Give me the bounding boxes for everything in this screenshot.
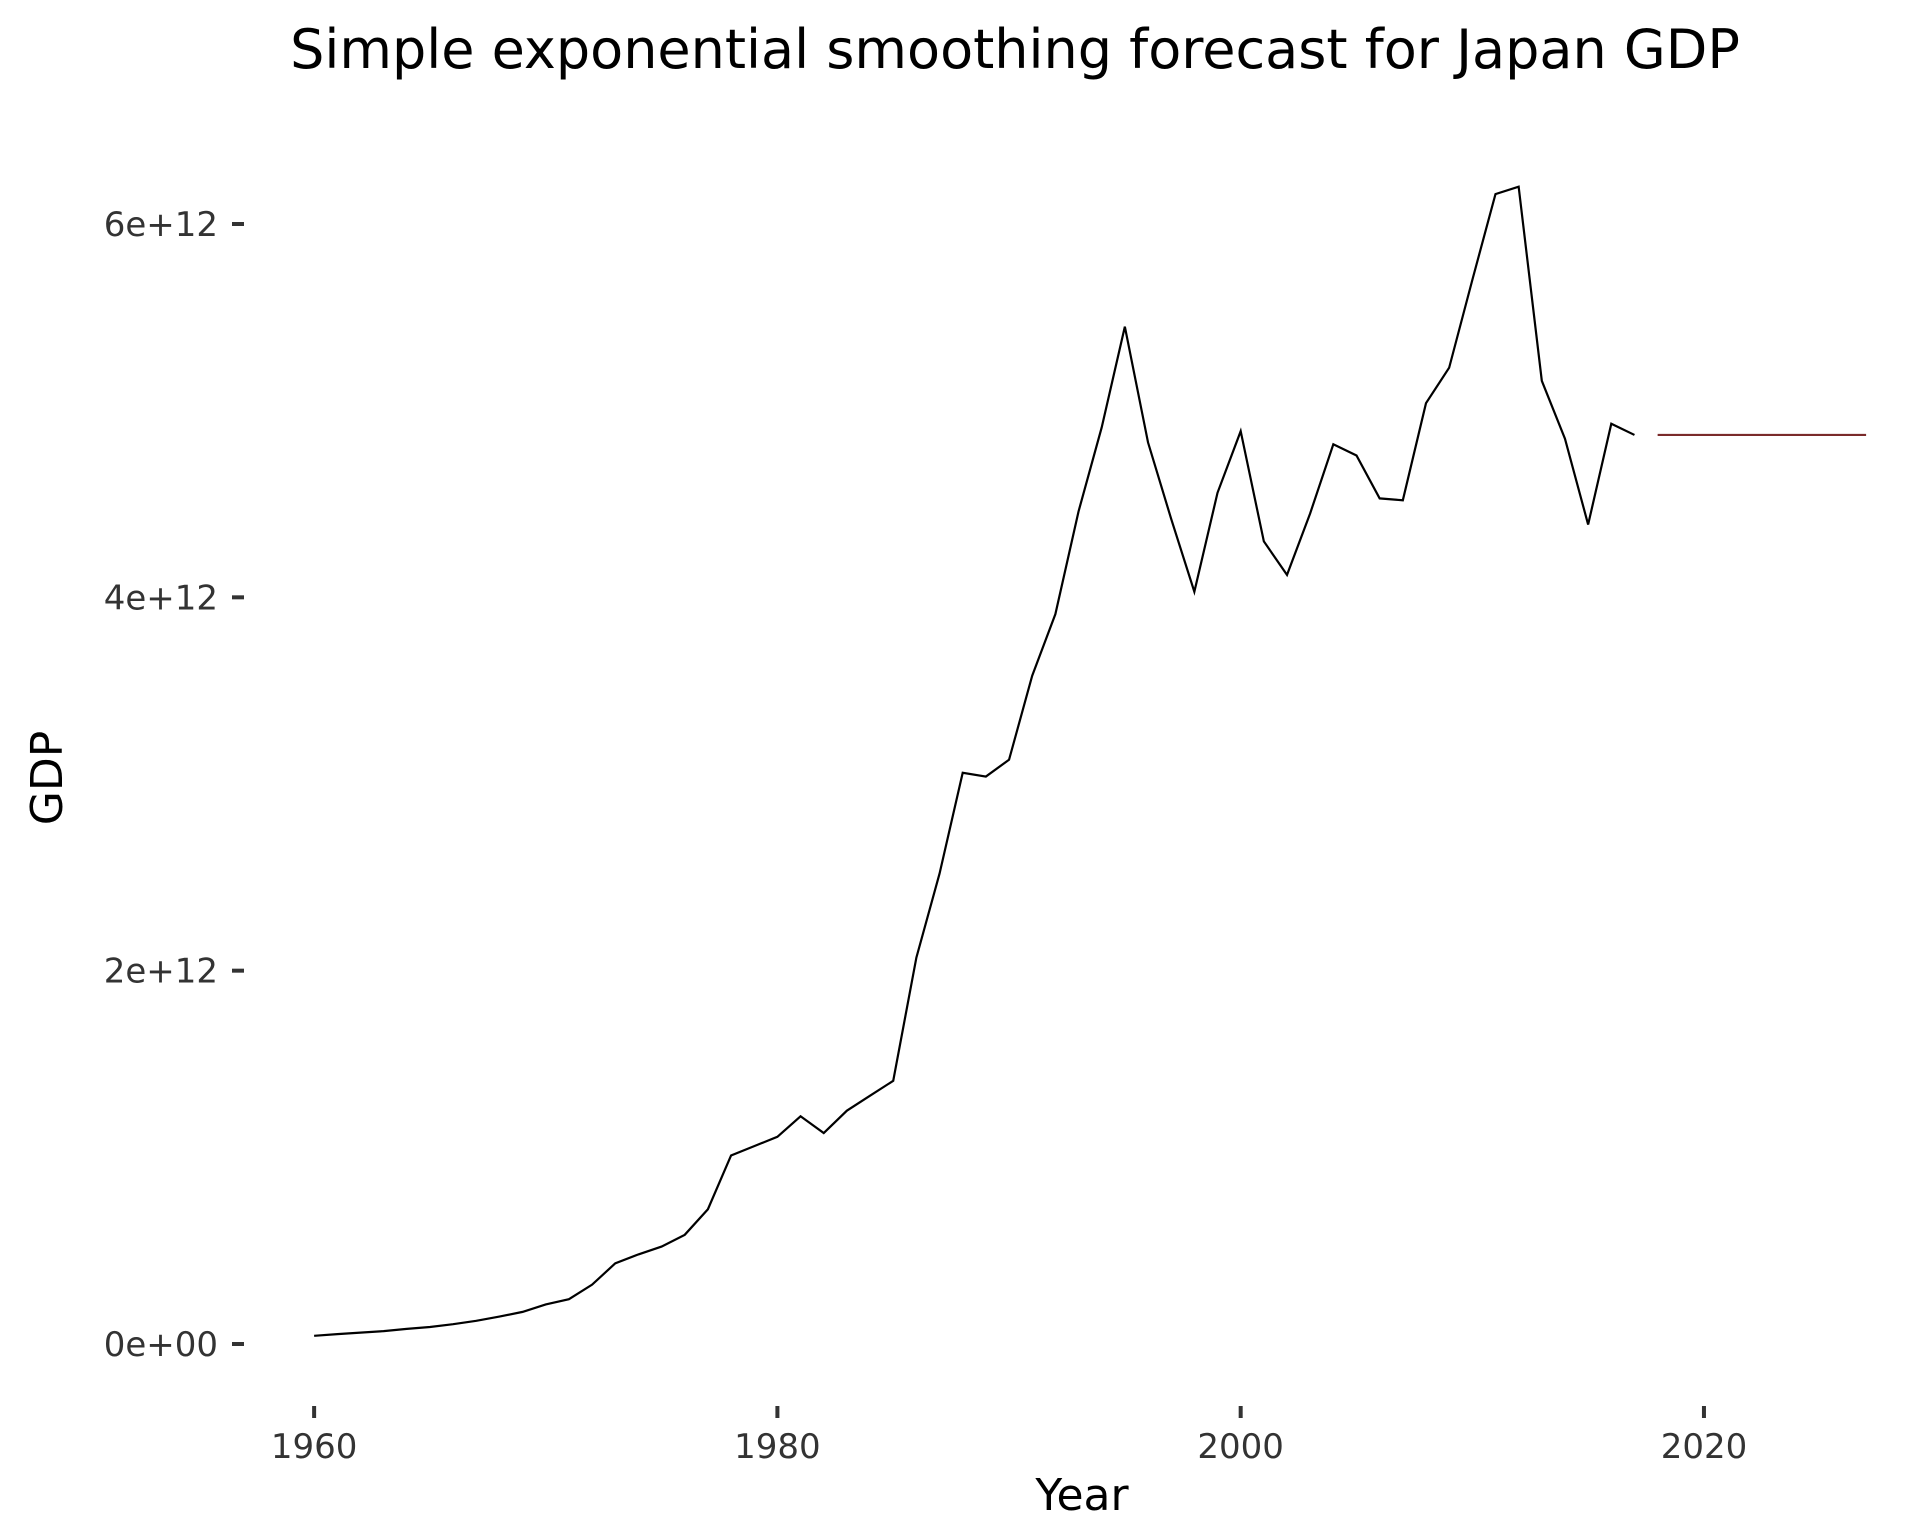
x-axis: 1960 1980 2000 2020	[271, 1406, 1747, 1467]
x-tick-label: 1980	[734, 1427, 821, 1467]
y-tick-label: 2e+12	[104, 952, 218, 992]
y-axis: 0e+00 2e+12 4e+12 6e+12	[104, 205, 244, 1365]
chart-title: Simple exponential smoothing forecast fo…	[290, 18, 1740, 81]
x-tick-label: 1960	[271, 1427, 358, 1467]
x-axis-title: Year	[1034, 1470, 1129, 1521]
series-line-gdp	[314, 185, 1635, 1337]
y-tick-label: 4e+12	[104, 578, 218, 618]
y-axis-title: GDP	[22, 731, 73, 826]
y-tick-label: 6e+12	[104, 205, 218, 245]
plot-area	[314, 185, 1867, 1337]
y-tick-label: 0e+00	[104, 1325, 218, 1365]
x-tick-label: 2000	[1197, 1427, 1284, 1467]
x-tick-label: 2020	[1661, 1427, 1748, 1467]
